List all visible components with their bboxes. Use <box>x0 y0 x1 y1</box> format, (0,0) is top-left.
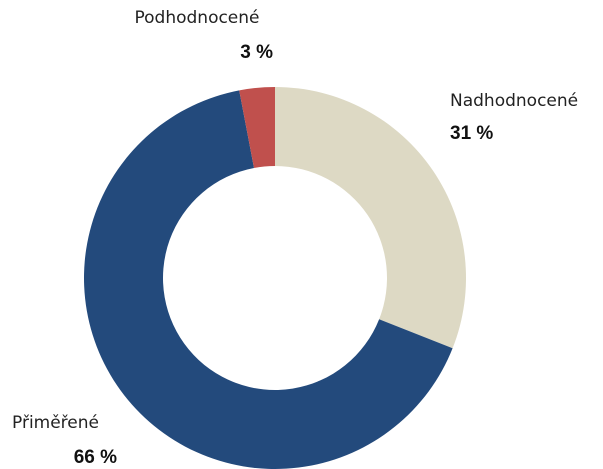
value-label: 3 % <box>240 42 273 63</box>
category-label: Podhodnocené <box>134 8 259 28</box>
donut-segment <box>275 87 466 349</box>
value-label: 66 % <box>74 447 117 468</box>
donut-segment <box>239 87 275 168</box>
value-label: 31 % <box>450 123 493 144</box>
category-label: Nadhodnocené <box>450 91 578 111</box>
donut-segment <box>83 90 453 469</box>
category-label: Přiměřené <box>12 413 99 433</box>
